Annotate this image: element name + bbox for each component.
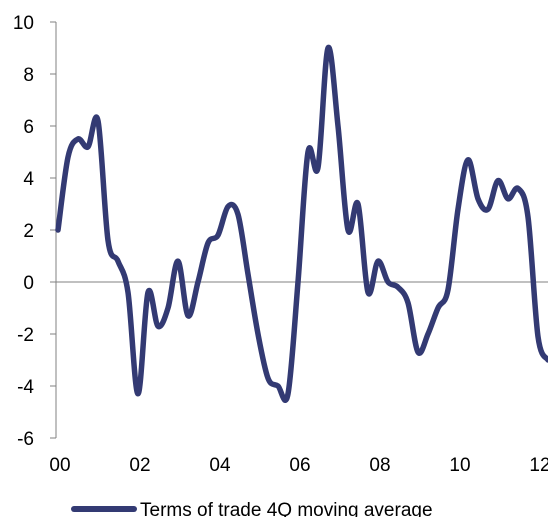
series-line: [55, 44, 548, 403]
y-tick-label: 6: [23, 117, 34, 138]
x-tick-label: 08: [369, 455, 390, 476]
y-tick-label: 8: [23, 65, 34, 86]
x-axis: 00 02 04 06 08 10 12: [49, 281, 548, 476]
x-tick-label: 02: [129, 455, 150, 476]
x-tick-label: 12: [529, 455, 548, 476]
y-tick-label: -4: [17, 377, 34, 398]
legend: Terms of trade 4Q moving average: [71, 500, 433, 517]
x-tick-label: 10: [449, 455, 470, 476]
y-tick-label: 2: [23, 221, 34, 242]
x-tick-label: 04: [209, 455, 231, 476]
y-tick-label: -2: [17, 325, 34, 346]
y-axis: -6 -4 -2 0 2 4 6 8 10: [13, 13, 57, 450]
y-tick-label: -6: [17, 429, 34, 450]
y-tick-label: 4: [23, 169, 34, 190]
y-tick-label: 10: [13, 13, 34, 34]
x-tick-label: 00: [49, 455, 70, 476]
y-tick-label: 0: [23, 273, 34, 294]
x-tick-label: 06: [289, 455, 310, 476]
legend-label: Terms of trade 4Q moving average: [140, 500, 433, 517]
series-layer: [55, 44, 548, 403]
